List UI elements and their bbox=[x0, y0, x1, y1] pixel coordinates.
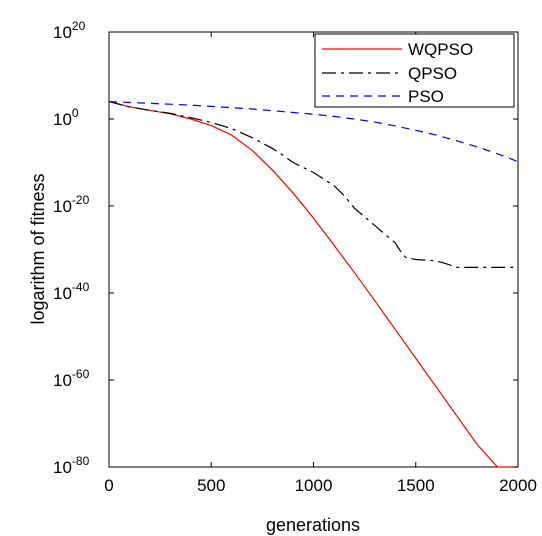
x-tick-label: 0 bbox=[104, 476, 113, 495]
x-tick-label: 1000 bbox=[295, 476, 333, 495]
series-line-pso bbox=[108, 101, 519, 163]
y-tick-label: 10-40 bbox=[53, 280, 90, 303]
x-axis: 0 500 1000 1500 2000 bbox=[104, 32, 537, 495]
legend-label-pso: PSO bbox=[408, 87, 444, 106]
x-axis-label: generations bbox=[266, 515, 360, 535]
x-tick-label: 500 bbox=[197, 476, 225, 495]
x-tick-label: 1500 bbox=[397, 476, 435, 495]
legend-label-wqpso: WQPSO bbox=[408, 40, 473, 59]
y-axis: 10-80 10-60 10-40 10-20 100 1020 bbox=[53, 19, 518, 477]
series-line-wqpso bbox=[108, 101, 518, 468]
legend-label-qpso: QPSO bbox=[408, 64, 457, 83]
y-tick-label: 10-80 bbox=[53, 454, 90, 477]
y-tick-label: 10-20 bbox=[53, 193, 90, 216]
legend: WQPSO QPSO PSO bbox=[314, 33, 515, 108]
series-line-qpso bbox=[108, 101, 518, 268]
series-layer bbox=[108, 101, 519, 468]
y-axis-label: logarithm of fitness bbox=[28, 173, 48, 324]
legend-box bbox=[314, 33, 515, 108]
y-tick-label: 10-60 bbox=[53, 367, 90, 390]
y-tick-label: 100 bbox=[53, 106, 79, 129]
y-tick-label: 1020 bbox=[53, 19, 86, 42]
x-tick-label: 2000 bbox=[499, 476, 537, 495]
